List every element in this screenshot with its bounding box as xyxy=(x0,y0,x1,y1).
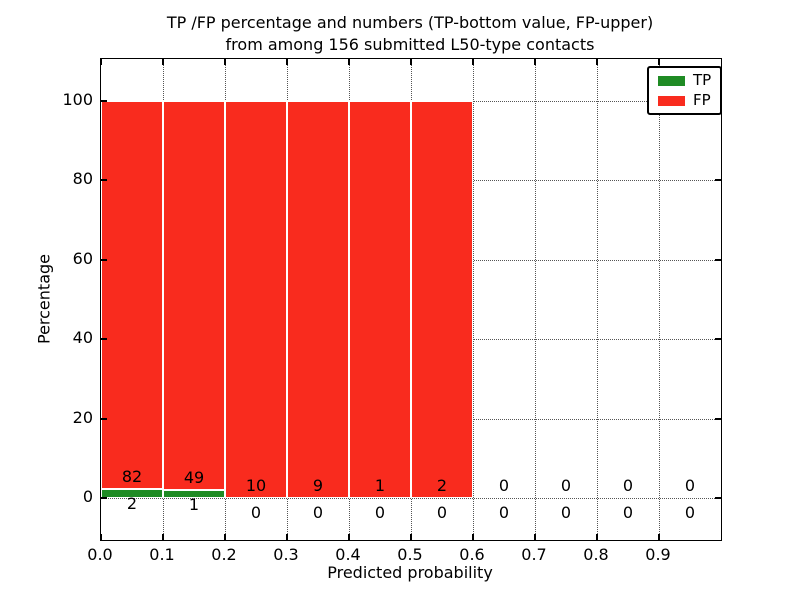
legend-label-tp: TP xyxy=(693,71,712,89)
x-tick-label-0.7: 0.7 xyxy=(521,545,547,564)
fp-count-label-0.2-0.3: 10 xyxy=(245,476,267,496)
y-tick-left-20 xyxy=(101,417,107,420)
y-tick-label-20: 20 xyxy=(72,407,93,427)
x-tick-bottom-0.3 xyxy=(286,534,288,540)
x-tick-bottom-0.4 xyxy=(348,534,350,540)
tp-count-label-0.4-0.5: 0 xyxy=(374,503,386,523)
tp-swatch-icon xyxy=(658,75,685,86)
fp-count-label-0.1-0.2: 49 xyxy=(183,468,205,488)
x-tick-top-0.3 xyxy=(286,59,288,65)
fp-bar-0.2-0.3 xyxy=(225,101,287,498)
x-tick-label-0.6: 0.6 xyxy=(459,545,485,564)
tp-count-label-0.7-0.8: 0 xyxy=(560,503,572,523)
x-tick-top-0.0 xyxy=(100,59,102,65)
x-tick-bottom-0.6 xyxy=(472,534,474,540)
x-tick-label-0.2: 0.2 xyxy=(211,545,237,564)
y-tick-left-100 xyxy=(101,100,107,102)
x-tick-top-0.9 xyxy=(658,59,660,65)
y-tick-label-0: 0 xyxy=(82,487,93,506)
tp-count-label-0.2-0.3: 0 xyxy=(250,503,262,523)
fp-count-label-0.9-1.0: 0 xyxy=(684,476,696,496)
legend-item-tp: TP xyxy=(658,72,711,89)
tp-count-label-0.1-0.2: 1 xyxy=(188,495,200,515)
fp-count-label-0.4-0.5: 1 xyxy=(374,476,386,496)
x-axis-label: Predicted probability xyxy=(327,563,493,582)
tp-count-label-0.8-0.9: 0 xyxy=(622,503,634,523)
x-tick-top-0.1 xyxy=(162,59,164,65)
tp-count-label-0.3-0.4: 0 xyxy=(312,503,324,523)
legend-item-fp: FP xyxy=(658,92,711,109)
x-tick-label-0.3: 0.3 xyxy=(273,545,299,564)
fp-count-label-0.3-0.4: 9 xyxy=(312,476,324,496)
x-tick-top-0.8 xyxy=(596,59,598,65)
fp-count-label-0.5-0.6: 2 xyxy=(436,476,448,496)
fp-bar-0.0-0.1 xyxy=(101,101,163,489)
x-tick-bottom-0.0 xyxy=(100,534,102,540)
x-tick-label-0.0: 0.0 xyxy=(87,545,113,564)
x-tick-top-0.4 xyxy=(348,59,350,65)
x-tick-bottom-0.8 xyxy=(596,534,598,540)
fp-count-label-0.7-0.8: 0 xyxy=(560,476,572,496)
x-tick-label-0.1: 0.1 xyxy=(149,545,175,564)
x-tick-bottom-0.2 xyxy=(224,534,226,540)
y-tick-left-60 xyxy=(101,258,107,261)
y-tick-label-40: 40 xyxy=(72,328,93,348)
tp-count-label-0.6-0.7: 0 xyxy=(498,503,510,523)
tp-count-label-0.5-0.6: 0 xyxy=(436,503,448,523)
legend-label-fp: FP xyxy=(693,91,711,109)
x-tick-top-0.5 xyxy=(410,59,412,65)
tp-bar-0.1-0.2 xyxy=(163,490,225,498)
y-tick-label-100: 100 xyxy=(62,90,93,109)
fp-count-label-0.0-0.1: 82 xyxy=(121,466,143,486)
x-tick-bottom-0.9 xyxy=(658,534,660,540)
y-tick-right-40 xyxy=(715,338,721,341)
y-tick-right-20 xyxy=(715,417,721,420)
fp-bar-0.5-0.6 xyxy=(411,101,473,498)
x-tick-label-0.5: 0.5 xyxy=(397,545,423,564)
gridline-v-0.6 xyxy=(473,59,474,540)
chart-title-line1: TP /FP percentage and numbers (TP-bottom… xyxy=(166,13,654,32)
fp-swatch-icon xyxy=(658,95,685,106)
y-tick-right-60 xyxy=(715,258,721,261)
y-tick-right-80 xyxy=(715,179,721,182)
gridline-v-0.9 xyxy=(659,59,660,540)
plot-area: 82 2 49 1 10 0 9 0 1 0 2 0 0 0 0 0 0 0 0 0 xyxy=(100,58,722,541)
fp-bar-0.1-0.2 xyxy=(163,101,225,491)
fp-bar-0.4-0.5 xyxy=(349,101,411,498)
tp-count-label-0.9-1.0: 0 xyxy=(684,503,696,523)
x-tick-label-0.8: 0.8 xyxy=(583,545,609,564)
y-tick-label-80: 80 xyxy=(72,169,93,189)
fp-count-label-0.8-0.9: 0 xyxy=(622,476,634,496)
chart-title: TP /FP percentage and numbers (TP-bottom… xyxy=(100,12,720,56)
x-tick-label-0.9: 0.9 xyxy=(645,545,671,564)
y-tick-label-60: 60 xyxy=(72,248,93,268)
y-tick-left-40 xyxy=(101,338,107,341)
fp-count-label-0.6-0.7: 0 xyxy=(498,476,510,496)
x-tick-top-0.6 xyxy=(472,59,474,65)
x-tick-bottom-0.7 xyxy=(534,534,536,540)
x-tick-label-0.4: 0.4 xyxy=(335,545,361,564)
y-tick-left-0 xyxy=(101,497,107,499)
y-tick-right-0 xyxy=(715,497,721,499)
gridline-v-0.8 xyxy=(597,59,598,540)
x-tick-top-0.7 xyxy=(534,59,536,65)
tp-count-label-0.0-0.1: 2 xyxy=(126,493,138,513)
x-tick-bottom-0.5 xyxy=(410,534,412,540)
tp-bar-0.0-0.1 xyxy=(101,488,163,498)
fp-bar-0.3-0.4 xyxy=(287,101,349,498)
chart-title-line2: from among 156 submitted L50-type contac… xyxy=(225,35,595,54)
y-tick-left-80 xyxy=(101,179,107,182)
x-tick-top-0.2 xyxy=(224,59,226,65)
gridline-v-0.7 xyxy=(535,59,536,540)
legend: TP FP xyxy=(647,66,723,115)
x-tick-bottom-0.1 xyxy=(162,534,164,540)
